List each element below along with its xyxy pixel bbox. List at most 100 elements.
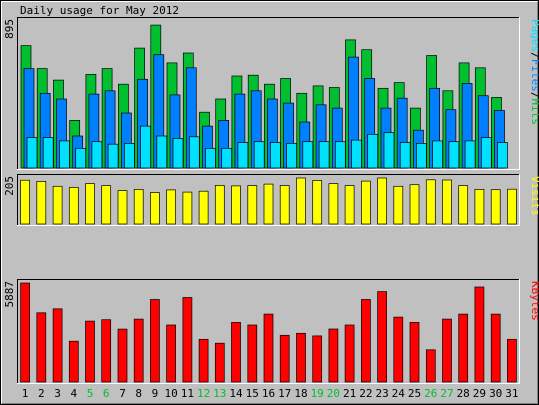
- x-tick-label-24: 24: [392, 387, 406, 400]
- bar-visits-visits-1: [20, 179, 30, 225]
- bar-hits-pages-13: [221, 147, 233, 169]
- bar-visits-visits-28: [458, 185, 469, 225]
- bar-visits-visits-3: [52, 185, 63, 225]
- x-tick-label-29: 29: [473, 387, 486, 400]
- bar-kbytes-kbytes-13: [214, 342, 225, 383]
- bar-hits-pages-21: [351, 139, 362, 169]
- bar-visits-visits-30: [490, 189, 501, 225]
- x-tick-label-2: 2: [38, 387, 45, 400]
- bar-kbytes-kbytes-25: [409, 322, 420, 383]
- bar-hits-pages-20: [334, 141, 346, 169]
- bar-visits-visits-9: [150, 192, 160, 225]
- bar-visits-visits-21: [344, 185, 355, 225]
- bar-visits-visits-22: [361, 180, 371, 225]
- max-label-hits: 895: [3, 19, 16, 39]
- bar-hits-pages-9: [156, 135, 168, 169]
- panel-kbytes: 5887 KBytes: [3, 279, 539, 384]
- x-tick-label-30: 30: [489, 387, 502, 400]
- bar-hits-pages-1: [26, 137, 38, 169]
- bar-visits-visits-19: [312, 180, 323, 225]
- panel-visits: 205 Visits: [3, 174, 539, 226]
- x-tick-label-22: 22: [359, 387, 372, 400]
- bar-visits-visits-8: [133, 189, 144, 225]
- bar-visits-visits-14: [231, 185, 241, 225]
- bar-kbytes-kbytes-19: [312, 335, 323, 383]
- bar-kbytes-kbytes-12: [198, 338, 209, 383]
- x-tick-label-19: 19: [311, 387, 324, 400]
- bar-kbytes-kbytes-20: [328, 328, 339, 383]
- bar-hits-pages-30: [497, 142, 508, 169]
- bar-kbytes-kbytes-23: [377, 291, 387, 383]
- bar-hits-pages-12: [205, 147, 216, 169]
- x-axis: 1 2 3 4 5 6 7 8 9 10 11 12 13 14 15 16 17 18 19 20 21 22 23 24 2…: [22, 387, 519, 400]
- bar-kbytes-kbytes-5: [85, 320, 95, 383]
- bar-kbytes-kbytes-28: [458, 313, 469, 383]
- bar-kbytes-kbytes-24: [393, 316, 404, 383]
- bar-visits-visits-7: [117, 190, 128, 225]
- bar-visits-visits-17: [279, 185, 290, 225]
- bar-kbytes-kbytes-3: [52, 308, 63, 383]
- x-tick-label-18: 18: [294, 387, 307, 400]
- bar-visits-visits-23: [377, 177, 387, 225]
- bar-visits-visits-5: [85, 183, 95, 225]
- legend-entry-kbytes-0: KBytes: [529, 281, 539, 321]
- bar-hits-pages-6: [107, 143, 119, 169]
- x-tick-label-11: 11: [181, 387, 194, 400]
- x-tick-label-31: 31: [505, 387, 518, 400]
- x-tick-label-9: 9: [152, 387, 159, 400]
- bar-hits-pages-18: [302, 141, 314, 169]
- legend-entry-hits-0: Pages: [529, 19, 539, 52]
- bar-hits-pages-2: [42, 137, 54, 169]
- legend-entry-visits-0: Visits: [529, 176, 539, 216]
- bar-visits-visits-29: [474, 189, 485, 225]
- bar-hits-pages-17: [286, 143, 297, 169]
- bar-kbytes-kbytes-18: [296, 332, 306, 383]
- bar-visits-visits-18: [296, 177, 306, 225]
- legend-entry-hits-4: Hits: [529, 99, 539, 126]
- bar-visits-visits-25: [409, 184, 420, 225]
- bar-visits-visits-16: [263, 183, 274, 225]
- bar-kbytes-kbytes-31: [507, 338, 517, 383]
- bar-kbytes-kbytes-11: [182, 297, 193, 383]
- bar-visits-visits-24: [393, 185, 404, 225]
- x-tick-label-13: 13: [213, 387, 226, 400]
- bar-kbytes-kbytes-26: [425, 349, 436, 383]
- bar-visits-visits-27: [442, 179, 452, 225]
- legend-entry-hits-2: Files: [529, 59, 539, 92]
- bar-kbytes-kbytes-7: [117, 328, 128, 383]
- bar-hits-pages-29: [480, 137, 492, 169]
- bar-visits-visits-13: [214, 185, 225, 225]
- x-tick-label-27: 27: [440, 387, 453, 400]
- bar-kbytes-kbytes-6: [101, 319, 112, 383]
- bar-visits-visits-12: [198, 190, 209, 225]
- bar-kbytes-kbytes-10: [166, 324, 176, 383]
- bar-hits-pages-24: [399, 142, 411, 169]
- bar-hits-pages-7: [124, 143, 135, 169]
- bar-hits-pages-3: [59, 140, 70, 169]
- bar-visits-visits-15: [247, 185, 258, 225]
- bar-kbytes-kbytes-14: [231, 322, 241, 383]
- bar-hits-pages-5: [91, 141, 103, 169]
- x-tick-label-14: 14: [229, 387, 243, 400]
- bar-visits-visits-11: [182, 191, 193, 225]
- legend-hits: Pages/Files/Hits: [529, 19, 539, 125]
- x-tick-label-12: 12: [197, 387, 210, 400]
- bar-hits-pages-25: [416, 143, 427, 169]
- bar-visits-visits-20: [328, 183, 339, 225]
- bar-kbytes-kbytes-4: [68, 340, 79, 383]
- x-tick-label-4: 4: [70, 387, 77, 400]
- x-tick-label-23: 23: [375, 387, 388, 400]
- x-tick-label-21: 21: [343, 387, 356, 400]
- legend-entry-hits-3: /: [529, 92, 539, 99]
- bar-hits-pages-16: [270, 142, 281, 169]
- x-tick-label-10: 10: [164, 387, 177, 400]
- bar-hits-pages-11: [188, 136, 200, 169]
- x-tick-label-16: 16: [262, 387, 275, 400]
- max-label-kbytes: 5887: [3, 281, 16, 308]
- bar-kbytes-kbytes-1: [20, 282, 30, 383]
- bar-hits-pages-8: [140, 125, 151, 169]
